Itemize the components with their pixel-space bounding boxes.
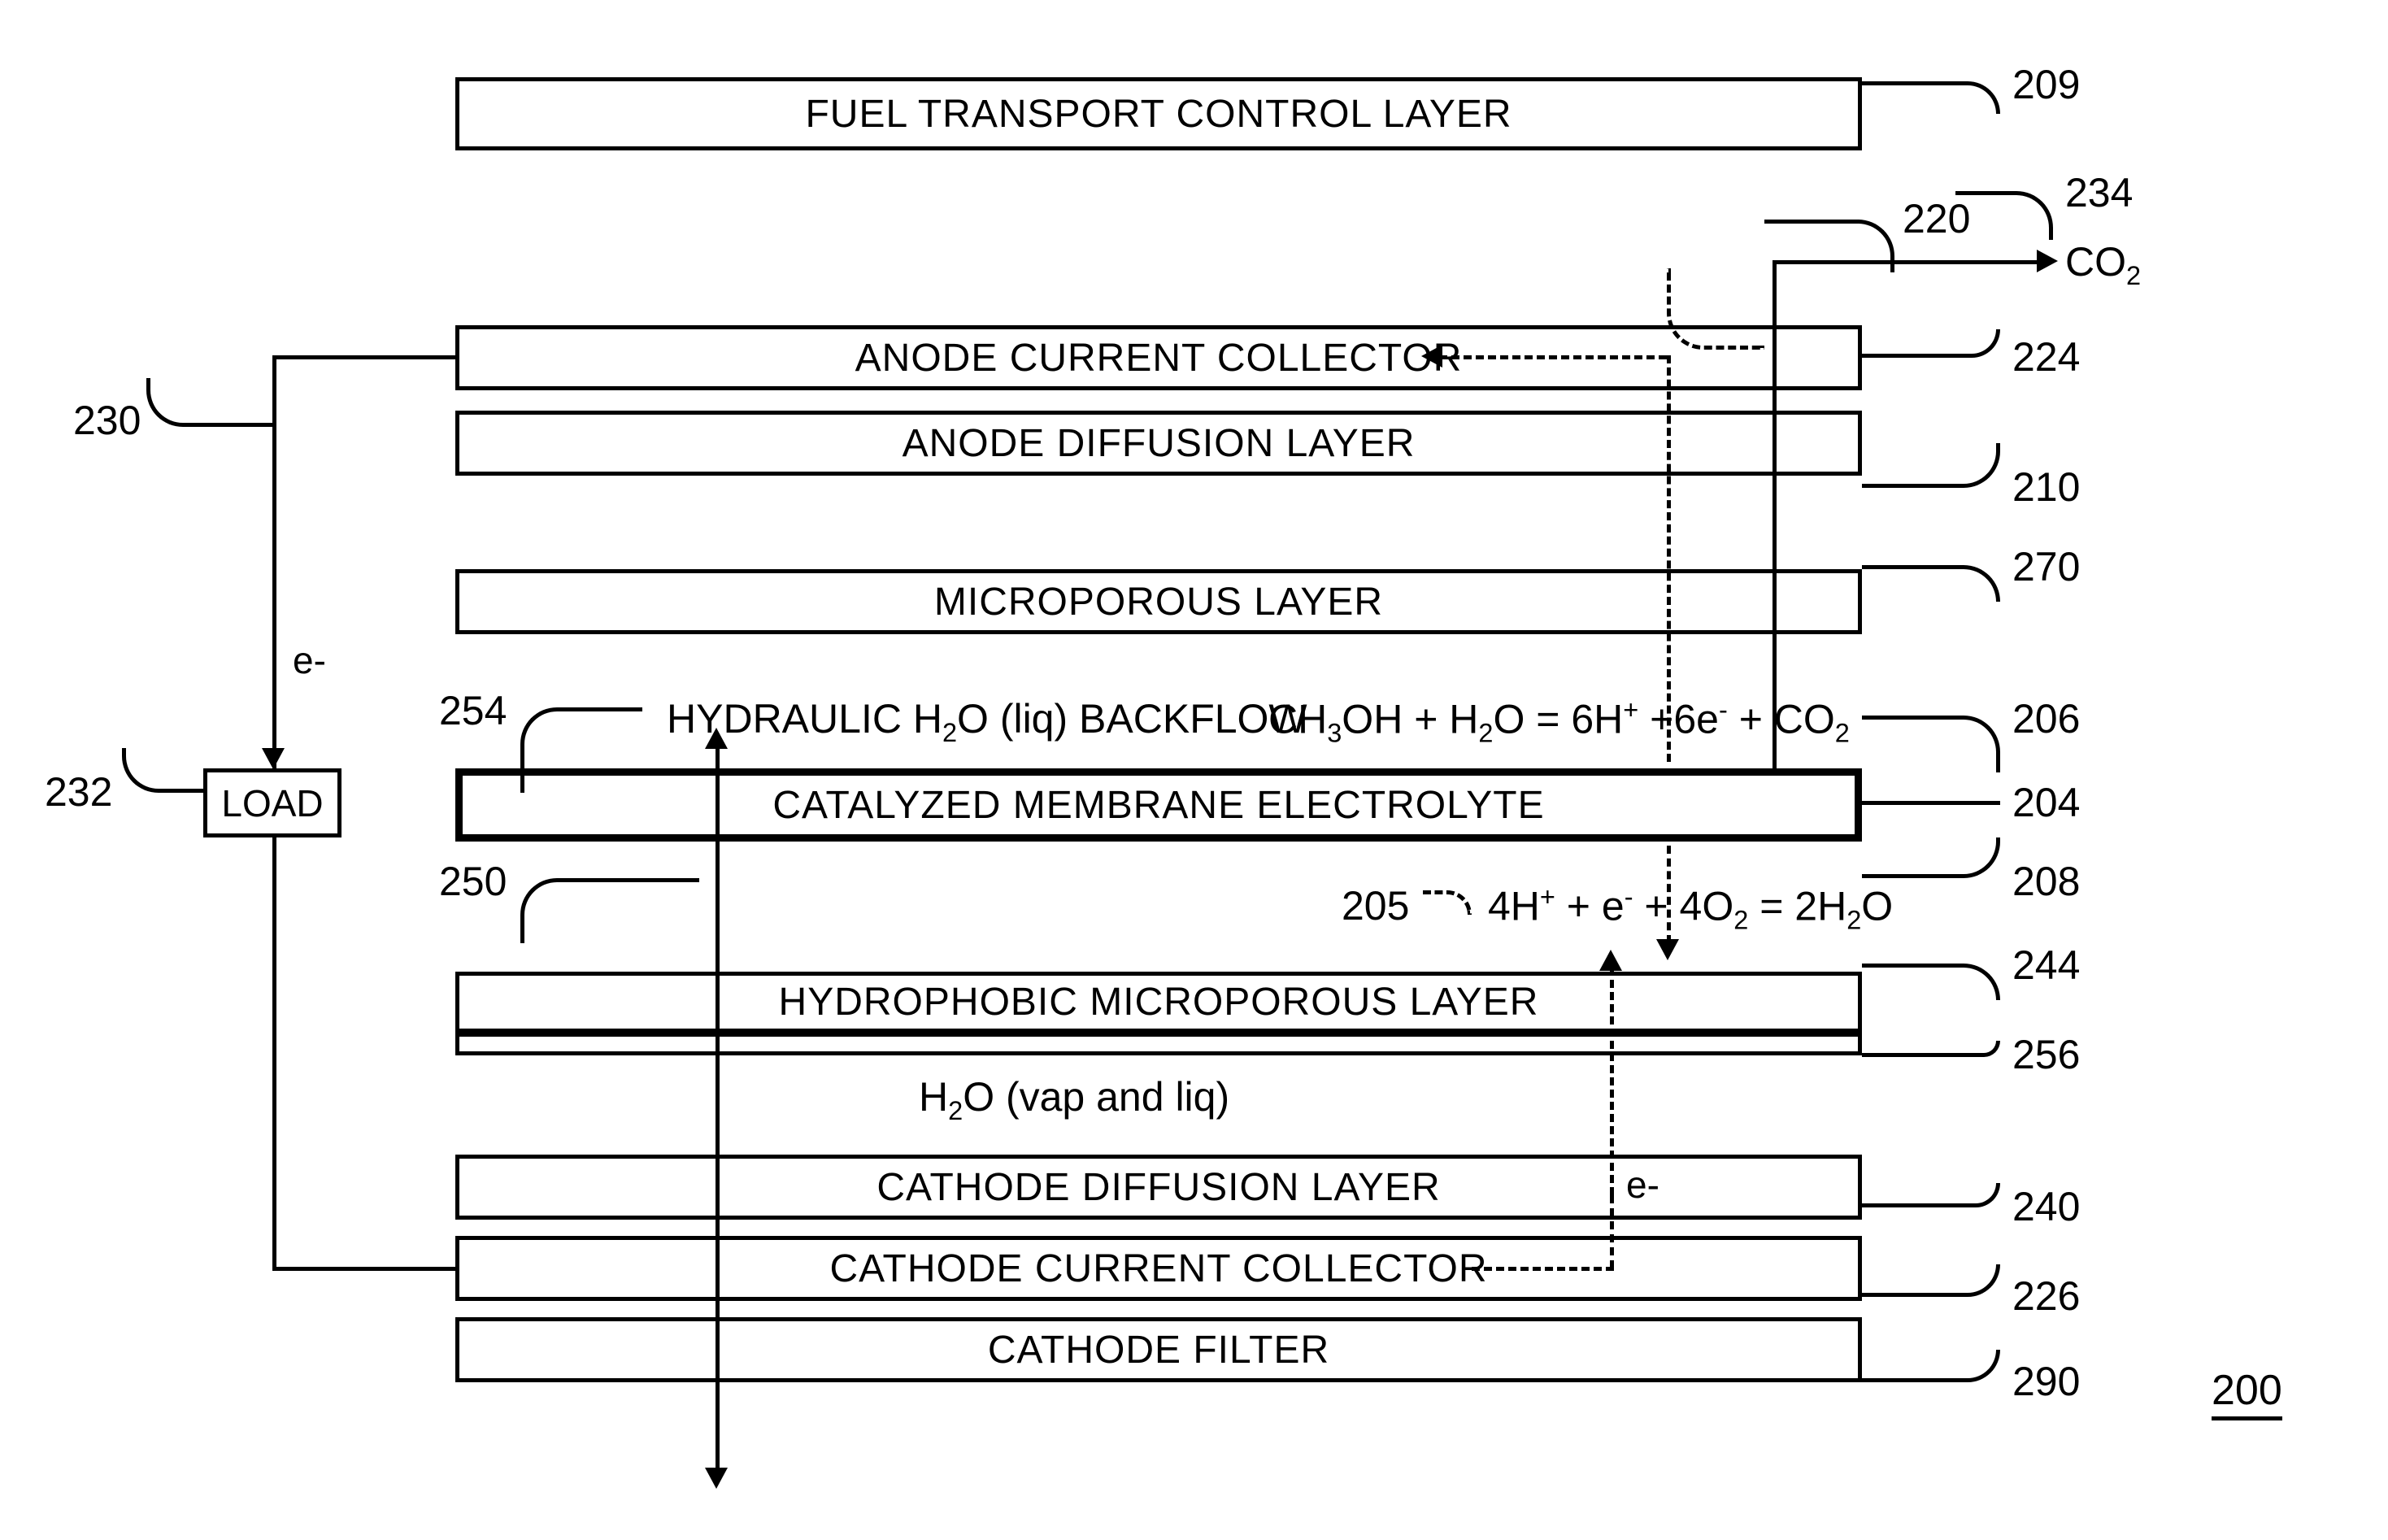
layer-fuel-transport: FUEL TRANSPORT CONTROL LAYER	[455, 77, 1862, 150]
ref-204: 204	[2012, 779, 2080, 826]
hydraulic-label: HYDRAULIC H2O (liq) BACKFLOW	[667, 695, 1307, 748]
load-label: LOAD	[221, 781, 323, 825]
co2-arrow	[2037, 250, 2058, 272]
layer-microporous-label: MICROPOROUS LAYER	[934, 580, 1383, 624]
int-e-head-into-anode	[1421, 345, 1442, 368]
h2o-arrow-line	[716, 923, 720, 1472]
wire-top	[272, 355, 455, 359]
layer-anode-cc-label: ANODE CURRENT COLLECTOR	[855, 336, 1463, 381]
cathode-rxn-label: 4H+ + e- + 4O2 = 2H2O	[1488, 882, 1893, 936]
ref-208: 208	[2012, 858, 2080, 905]
int-e-h1	[1439, 355, 1667, 359]
lead-210	[1862, 443, 2000, 488]
ref-230: 230	[73, 397, 141, 444]
lead-230	[146, 378, 272, 427]
backflow-arrow-line	[716, 744, 720, 923]
lead-209	[1862, 81, 2000, 114]
layer-anode-diff: ANODE DIFFUSION LAYER	[455, 411, 1862, 476]
layer-fuel-transport-label: FUEL TRANSPORT CONTROL LAYER	[805, 92, 1512, 137]
cathode-e-head	[1599, 950, 1622, 971]
lead-220	[1667, 268, 1764, 350]
lead-208	[1862, 837, 2000, 878]
layer-cathode-cc-label: CATHODE CURRENT COLLECTOR	[829, 1246, 1487, 1291]
h2o-arrow-head	[705, 1468, 728, 1489]
ref-244: 244	[2012, 942, 2080, 989]
h2o-vap-label: H2O (vap and liq)	[919, 1073, 1229, 1126]
lead-234	[1955, 191, 2053, 240]
lead-206	[1862, 716, 2000, 772]
ref-270: 270	[2012, 543, 2080, 590]
co2-h	[1773, 260, 2041, 264]
ref-290: 290	[2012, 1358, 2080, 1405]
co2-v	[1773, 260, 1777, 768]
ref-234: 234	[2065, 169, 2133, 216]
layer-cathode-filter-label: CATHODE FILTER	[988, 1328, 1329, 1373]
layer-membrane-label: CATALYZED MEMBRANE ELECTROLYTE	[772, 783, 1544, 828]
wire-vert-bot	[272, 837, 276, 1268]
ref-210: 210	[2012, 463, 2080, 511]
int-e-head-down	[1656, 939, 1679, 960]
layer-cathode-filter: CATHODE FILTER	[455, 1317, 1862, 1382]
layer-cathode-diff-label: CATHODE DIFFUSION LAYER	[876, 1165, 1440, 1210]
layer-anode-diff-label: ANODE DIFFUSION LAYER	[903, 421, 1416, 466]
lead-290	[1862, 1350, 2000, 1382]
ref-224: 224	[2012, 333, 2080, 381]
cathode-e-label: e-	[1626, 1163, 1659, 1207]
cathode-e-h	[1472, 1267, 1614, 1271]
layer-cathode-cc: CATHODE CURRENT COLLECTOR	[455, 1236, 1862, 1301]
lead-256	[1862, 1041, 2000, 1057]
cathode-e-line	[1610, 968, 1614, 1195]
lead-250	[520, 878, 699, 943]
co2-label: CO2	[2065, 238, 2141, 291]
lead-240	[1862, 1183, 2000, 1207]
backflow-arrow-head	[705, 728, 728, 749]
layer-sub256	[455, 1033, 1862, 1055]
layer-hydrophobic-mp-label: HYDROPHOBIC MICROPOROUS LAYER	[779, 980, 1539, 1024]
ref-226: 226	[2012, 1272, 2080, 1320]
lead-220b	[1764, 220, 1894, 272]
layer-hydrophobic-mp: HYDROPHOBIC MICROPOROUS LAYER	[455, 972, 1862, 1033]
ref-206: 206	[2012, 695, 2080, 742]
ref-209: 209	[2012, 61, 2080, 108]
wire-arrow-into-load	[262, 748, 285, 769]
figure-stage: FUEL TRANSPORT CONTROL LAYER ANODE CURRE…	[0, 0, 2388, 1540]
lead-204	[1862, 801, 2000, 805]
ref-256: 256	[2012, 1031, 2080, 1078]
ref-250: 250	[439, 858, 507, 905]
figure-number: 200	[2212, 1366, 2282, 1420]
lead-232	[122, 748, 203, 793]
ref-254: 254	[439, 687, 507, 734]
lead-270	[1862, 565, 2000, 602]
wire-vert-top	[272, 355, 276, 768]
wire-bot	[272, 1267, 455, 1271]
int-e-v1	[1667, 355, 1671, 762]
lead-254	[520, 707, 642, 793]
layer-microporous: MICROPOROUS LAYER	[455, 569, 1862, 634]
lead-224	[1862, 329, 2000, 358]
int-e-v2	[1667, 846, 1671, 943]
ref-240: 240	[2012, 1183, 2080, 1230]
lead-244	[1862, 964, 2000, 1000]
anode-rxn-label: CH3OH + H2O = 6H+ +6e- + CO2	[1268, 695, 1850, 749]
ref-232: 232	[45, 768, 112, 816]
layer-membrane: CATALYZED MEMBRANE ELECTROLYTE	[455, 768, 1862, 842]
ref-205: 205	[1342, 882, 1409, 929]
lead-205	[1423, 890, 1472, 915]
electron-label-left: e-	[293, 638, 326, 682]
load-box: LOAD	[203, 768, 341, 837]
cathode-e-v2	[1610, 1195, 1614, 1268]
lead-226	[1862, 1264, 2000, 1297]
